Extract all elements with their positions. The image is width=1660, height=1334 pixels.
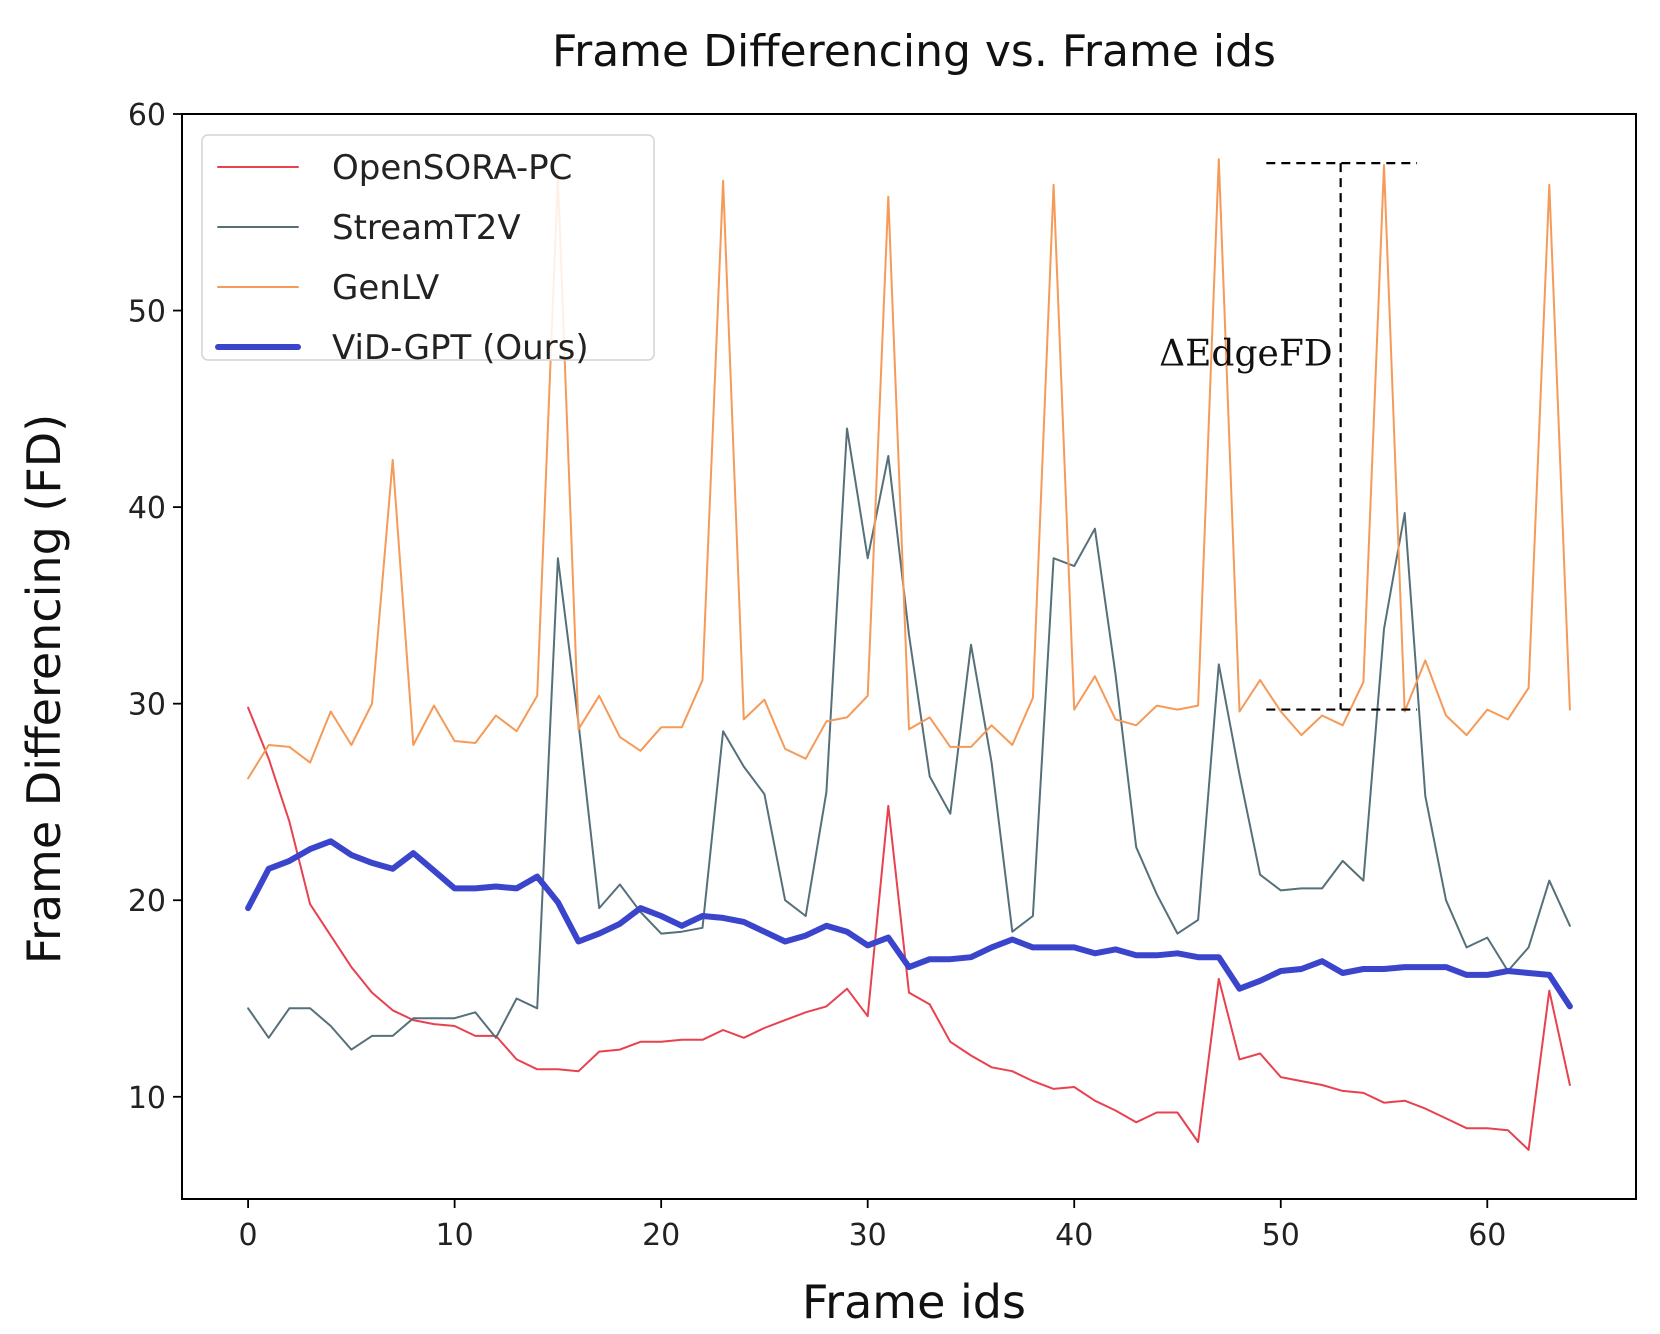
chart-title: Frame Differencing vs. Frame ids xyxy=(552,26,1276,77)
series-layer xyxy=(245,158,1573,1151)
y-tick-label: 30 xyxy=(128,688,166,723)
y-tick-label: 10 xyxy=(128,1081,166,1116)
legend: OpenSORA-PC StreamT2V GenLV ViD-GPT (Ours) xyxy=(201,134,655,368)
y-tick-label: 20 xyxy=(128,884,166,919)
x-axis-label: Frame ids xyxy=(802,1275,1026,1329)
annotation-layer: ΔEdgeFD xyxy=(1159,162,1418,711)
y-axis-label: Frame Differencing (FD) xyxy=(17,414,71,964)
x-tick-label: 0 xyxy=(239,1218,258,1253)
x-tick-label: 30 xyxy=(849,1218,887,1253)
annotation-label: ΔEdgeFD xyxy=(1159,334,1333,375)
series-line-1 xyxy=(247,706,1571,1151)
y-tick-label: 50 xyxy=(128,295,166,330)
y-tick-label: 60 xyxy=(128,98,166,133)
series-line-4 xyxy=(245,838,1573,1010)
x-tick-label: 10 xyxy=(436,1218,474,1253)
plot-axes: 0 10 20 30 40 50 60 10 20 30 40 50 60 xyxy=(128,98,1637,1253)
legend-entry-label: OpenSORA-PC xyxy=(332,148,572,188)
x-tick-label: 20 xyxy=(642,1218,680,1253)
legend-entry-label: GenLV xyxy=(332,268,439,308)
y-tick-label: 40 xyxy=(128,491,166,526)
series-line-3 xyxy=(247,158,1571,780)
x-tick-label: 50 xyxy=(1262,1218,1300,1253)
plot-frame xyxy=(181,113,1637,1200)
legend-entry-label: ViD-GPT (Ours) xyxy=(332,328,589,368)
legend-entry-label: StreamT2V xyxy=(332,208,521,248)
series-line-2 xyxy=(247,427,1571,1051)
x-tick-label: 60 xyxy=(1468,1218,1506,1253)
x-tick-label: 40 xyxy=(1055,1218,1093,1253)
legend-box xyxy=(201,134,655,361)
